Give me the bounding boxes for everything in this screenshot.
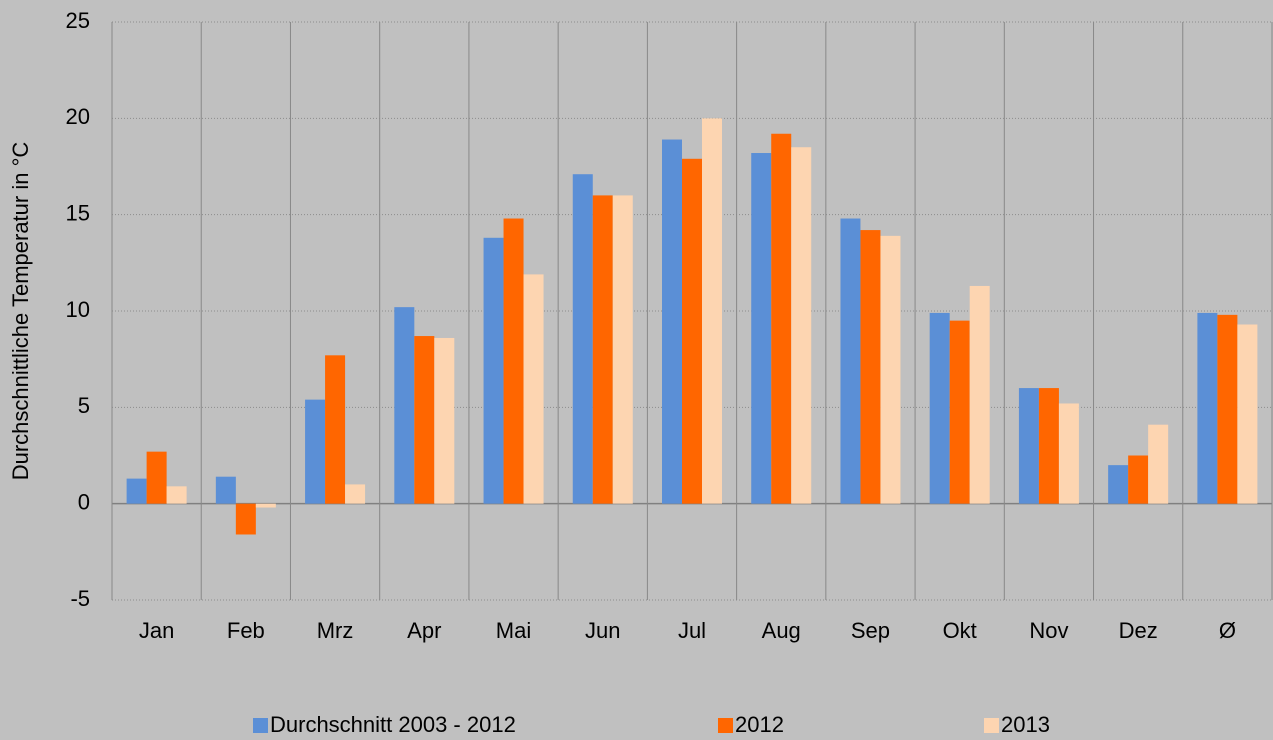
x-tick-label: Mrz xyxy=(317,618,354,643)
bar xyxy=(1237,324,1258,504)
bar xyxy=(682,158,702,504)
bar xyxy=(1128,455,1149,504)
bar xyxy=(1217,314,1238,504)
bar xyxy=(612,195,633,504)
y-tick-label: -5 xyxy=(70,586,90,611)
bar xyxy=(434,337,455,504)
y-tick-label: 15 xyxy=(66,200,90,225)
bar xyxy=(414,336,435,504)
bar xyxy=(523,274,544,504)
bar xyxy=(791,147,812,504)
bar xyxy=(345,484,366,504)
x-tick-label: Jun xyxy=(585,618,620,643)
x-tick-label: Ø xyxy=(1219,618,1236,643)
legend-swatch xyxy=(718,718,733,733)
x-tick-label: Feb xyxy=(227,618,265,643)
bar xyxy=(572,174,593,504)
x-tick-label: Okt xyxy=(943,618,977,643)
bar xyxy=(1197,312,1218,504)
bar xyxy=(840,218,861,504)
bar xyxy=(1058,403,1079,504)
bar xyxy=(235,503,256,535)
legend-label: 2012 xyxy=(735,712,784,737)
bar xyxy=(215,476,236,504)
bar xyxy=(146,451,167,504)
y-tick-label: 20 xyxy=(66,104,90,129)
legend-label: 2013 xyxy=(1001,712,1050,737)
y-tick-label: 5 xyxy=(78,393,90,418)
y-axis-label: Durchschnittliche Temperatur in °C xyxy=(8,142,33,481)
bar xyxy=(166,486,187,504)
bar xyxy=(929,312,950,504)
y-tick-label: 25 xyxy=(66,8,90,33)
bar xyxy=(1018,388,1039,504)
legend-swatch xyxy=(984,718,999,733)
bar xyxy=(325,355,346,504)
x-tick-label: Aug xyxy=(762,618,801,643)
bar xyxy=(771,133,792,504)
y-tick-label: 0 xyxy=(78,489,90,514)
bar xyxy=(503,218,524,504)
y-tick-label: 10 xyxy=(66,297,90,322)
bar xyxy=(305,399,326,504)
x-tick-label: Jan xyxy=(139,618,174,643)
bar xyxy=(880,235,901,504)
bar xyxy=(255,503,276,508)
x-tick-label: Dez xyxy=(1119,618,1158,643)
bar xyxy=(1108,465,1129,504)
bar xyxy=(969,285,990,504)
x-tick-label: Apr xyxy=(407,618,441,643)
bar xyxy=(702,118,722,504)
legend-swatch xyxy=(253,718,268,733)
bar xyxy=(662,139,682,504)
bar xyxy=(1038,388,1059,504)
bar xyxy=(394,307,415,504)
x-tick-label: Nov xyxy=(1029,618,1068,643)
bar xyxy=(751,153,772,504)
legend-label: Durchschnitt 2003 - 2012 xyxy=(270,712,516,737)
bar xyxy=(483,237,504,504)
bar xyxy=(949,320,970,504)
x-tick-label: Mai xyxy=(496,618,531,643)
x-tick-label: Sep xyxy=(851,618,890,643)
bar xyxy=(126,478,147,504)
x-tick-label: Jul xyxy=(678,618,706,643)
bar xyxy=(592,195,613,504)
bar xyxy=(1148,424,1169,504)
bar xyxy=(860,230,881,504)
